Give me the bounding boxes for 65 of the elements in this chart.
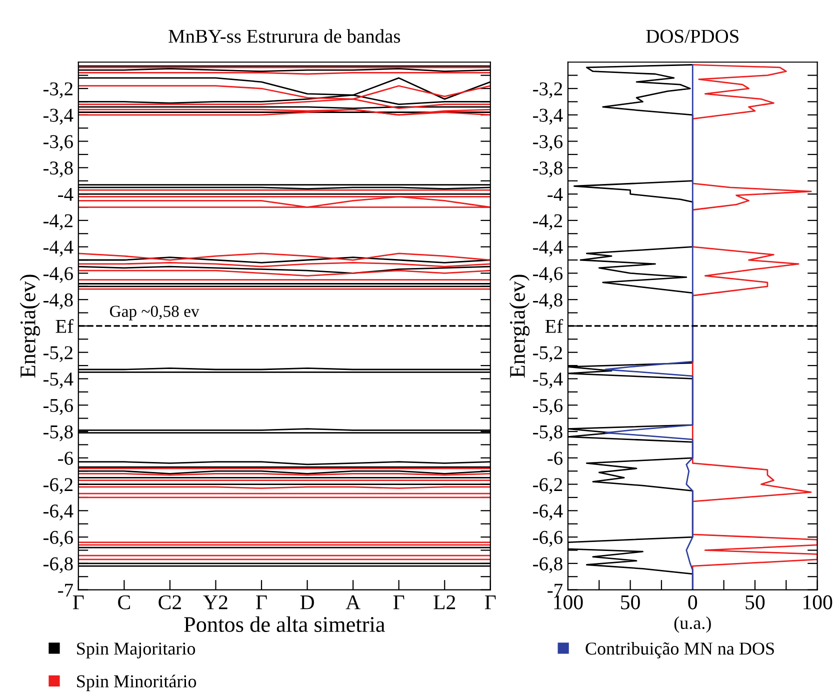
legend-label: Spin Minoritário: [77, 674, 196, 692]
y-tick-label: -6,8: [533, 557, 562, 574]
y-tick-label: -4,6: [533, 267, 563, 283]
y-tick-label: -4: [548, 188, 563, 201]
x-tick-label: C2: [158, 595, 181, 610]
y-tick-label: -4,2: [43, 214, 72, 230]
x-axis-title: (u.a.): [674, 616, 711, 633]
x-tick-label: D: [300, 595, 314, 610]
x-tick-label: 0: [688, 595, 698, 610]
x-tick-label: Γ: [484, 595, 496, 610]
x-tick-label: C: [118, 595, 130, 610]
y-tick-label: -6,6: [533, 530, 563, 547]
y-tick-label: -5,6: [43, 398, 73, 415]
annotation: Gap ~0,58 ev: [110, 306, 200, 320]
x-tick-label: Γ: [256, 595, 267, 610]
y-tick-label: -6,6: [43, 530, 73, 547]
y-tick-label: -5,8: [533, 425, 562, 442]
y-tick-label: -3,2: [533, 82, 562, 98]
y-tick-label: -5,2: [43, 346, 72, 362]
y-tick-label: -4,8: [533, 293, 562, 310]
x-tick-label: Y2: [203, 595, 228, 610]
y-tick-label: -5,6: [533, 398, 563, 415]
y-tick-label: -5,8: [43, 425, 73, 442]
y-tick-label: -3,8: [43, 161, 73, 178]
y-tick-label: Ef: [56, 319, 74, 333]
y-tick-label: -3,2: [43, 82, 72, 98]
y-tick-label: -6,2: [43, 478, 72, 494]
y-tick-label: -3,6: [43, 135, 73, 152]
y-tick-label: -4: [58, 188, 74, 201]
y-tick-label: -4,6: [43, 267, 73, 283]
y-tick-label: -6,4: [533, 504, 563, 520]
y-tick-label: -5,4: [533, 372, 563, 388]
y-tick-label: -7: [58, 584, 73, 597]
y-tick-label: -3,8: [533, 161, 562, 178]
x-tick-label: L2: [434, 595, 456, 610]
x-tick-label: 50: [746, 595, 765, 610]
x-tick-label: Γ: [72, 595, 84, 610]
y-tick-label: -6,8: [43, 557, 73, 574]
y-tick-label: -4,2: [533, 214, 562, 230]
y-tick-label: -3,6: [533, 135, 563, 152]
x-tick-label: Γ: [393, 595, 404, 610]
chart-title: MnBY-ss Estrurura de bandas: [168, 29, 400, 43]
y-tick-label: -4,4: [533, 240, 563, 257]
legend-label: Contribuição MN na DOS: [586, 642, 774, 658]
y-tick-label: -4,4: [43, 240, 74, 257]
y-axis-title: Energia(ev): [509, 274, 530, 378]
x-tick-label: A: [346, 595, 360, 610]
y-tick-label: -6: [548, 452, 563, 465]
y-tick-label: -3,4: [43, 108, 74, 125]
y-tick-label: -5,4: [43, 372, 74, 388]
y-tick-label: -6: [58, 452, 73, 465]
x-axis-title: Pontos de alta simetria: [184, 616, 385, 632]
y-tick-label: -5,2: [533, 346, 562, 362]
y-tick-label: Ef: [545, 319, 564, 333]
x-tick-label: 100: [554, 595, 583, 610]
y-tick-label: -6,2: [533, 478, 562, 494]
y-tick-label: -4,8: [43, 293, 73, 310]
y-tick-label: -6,4: [43, 504, 74, 520]
y-tick-label: -3,4: [533, 108, 563, 125]
x-tick-label: 50: [621, 595, 640, 610]
y-axis-title: Energia(ev): [20, 274, 40, 378]
x-tick-label: 100: [804, 595, 832, 610]
legend-label: Spin Majoritario: [77, 642, 196, 658]
y-tick-label: -7: [548, 584, 563, 597]
chart-title: DOS/PDOS: [646, 30, 738, 43]
